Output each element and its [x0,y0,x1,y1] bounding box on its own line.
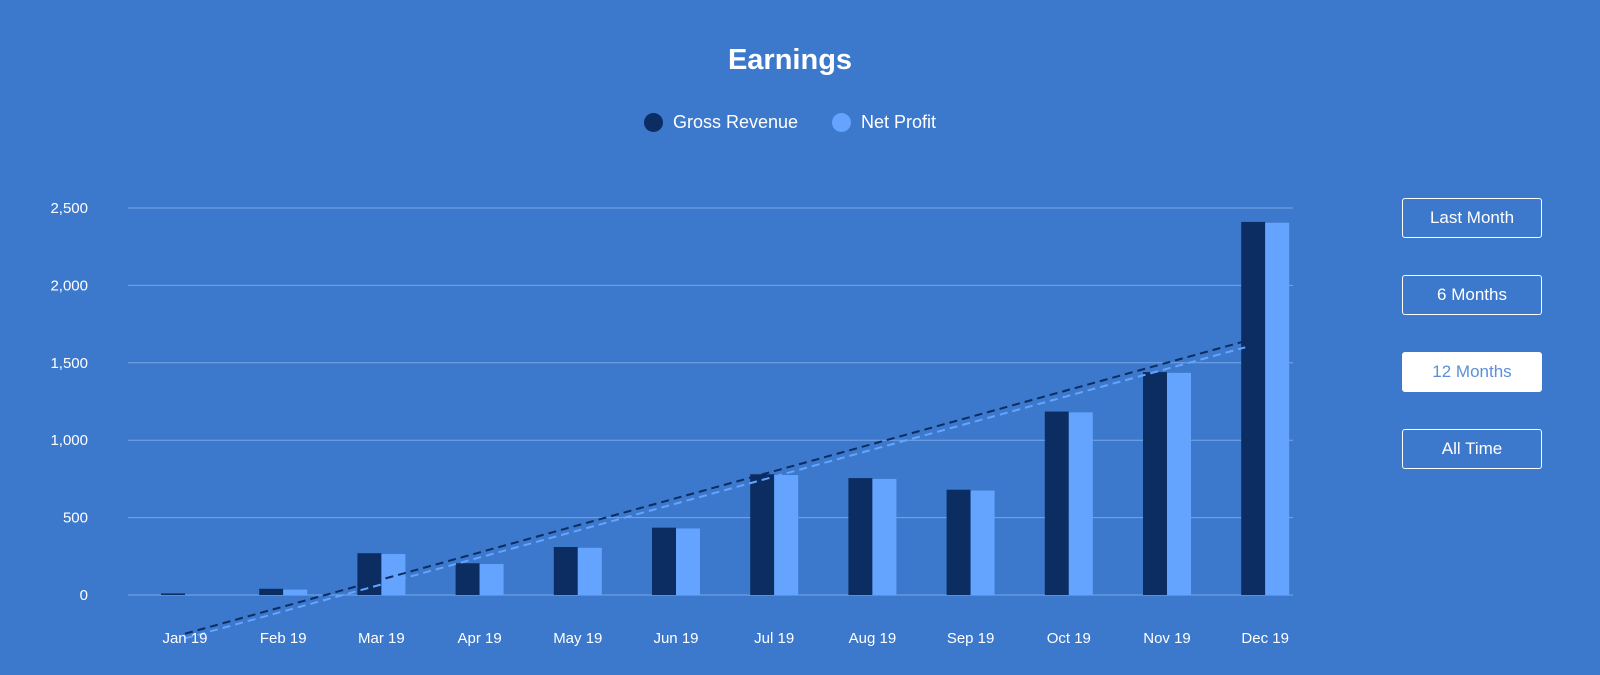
chart-legend: Gross Revenue Net Profit [0,112,1580,133]
x-tick-label: Apr 19 [457,630,501,647]
trendline-net-profit [184,346,1246,640]
x-tick-label: Mar 19 [358,630,405,647]
bar-net-profit[interactable] [577,547,602,595]
bar-net-profit[interactable] [774,475,799,595]
bar-gross-revenue[interactable] [161,593,185,595]
bar-net-profit[interactable] [1068,412,1093,595]
bars [161,221,1290,595]
legend-label-gross-revenue: Gross Revenue [672,112,799,132]
y-tick-label: 2,000 [50,277,88,294]
bar-net-profit[interactable] [1167,372,1191,595]
bar-gross-revenue[interactable] [848,478,873,595]
y-tick-label: 0 [80,587,88,604]
bar-gross-revenue[interactable] [1241,221,1266,595]
y-axis-labels: 0 500 1,000 1,500 2,000 2,500 [50,200,88,604]
bar-net-profit[interactable] [970,490,995,595]
x-tick-label: Sep 19 [947,630,995,647]
bar-net-profit[interactable] [283,589,308,595]
bar-gross-revenue[interactable] [357,553,382,595]
bar-gross-revenue[interactable] [946,489,971,595]
x-tick-label: Jul 19 [754,630,794,647]
x-tick-label: Oct 19 [1047,630,1091,647]
legend-marker-net-profit [832,113,852,132]
bar-gross-revenue[interactable] [1044,411,1069,595]
bar-net-profit[interactable] [1265,222,1290,595]
y-tick-label: 1,500 [50,355,88,372]
bar-gross-revenue[interactable] [1143,372,1167,595]
x-tick-label: Jan 19 [162,630,207,647]
chart-title: Earnings [727,44,853,76]
legend-marker-gross-revenue [643,113,663,132]
bar-gross-revenue[interactable] [652,527,676,595]
x-tick-label: Nov 19 [1143,630,1191,647]
last-month-button[interactable]: Last Month [1402,198,1542,238]
x-tick-label: Aug 19 [849,630,897,647]
x-tick-label: Feb 19 [260,630,307,647]
x-tick-label: Jun 19 [653,630,698,647]
bar-net-profit[interactable] [872,478,897,595]
y-tick-label: 500 [63,510,88,527]
range-selector: Last Month 6 Months 12 Months All Time [1402,198,1542,506]
six-months-button[interactable]: 6 Months [1402,275,1542,315]
x-tick-label: Dec 19 [1241,630,1289,647]
bar-gross-revenue[interactable] [750,474,775,595]
twelve-months-button[interactable]: 12 Months [1402,352,1542,392]
all-time-button[interactable]: All Time [1402,429,1542,469]
bar-gross-revenue[interactable] [553,547,578,595]
bar-net-profit[interactable] [676,528,700,595]
trend-lines [184,340,1246,640]
bar-gross-revenue[interactable] [455,563,480,595]
trendline-gross-revenue [184,340,1246,635]
y-tick-label: 2,500 [50,200,88,217]
x-axis-labels: Jan 19 Feb 19 Mar 19 Apr 19 May 19 Jun 19 Jul … [162,630,1288,647]
bar-net-profit[interactable] [479,564,504,595]
legend-item-gross-revenue[interactable]: Gross Revenue [643,112,799,133]
legend-item-net-profit[interactable]: Net Profit [832,112,936,133]
y-tick-label: 1,000 [50,432,88,449]
x-tick-label: May 19 [553,630,602,647]
legend-label-net-profit: Net Profit [861,112,937,132]
grid-lines [128,207,1293,596]
bar-gross-revenue[interactable] [259,588,284,595]
